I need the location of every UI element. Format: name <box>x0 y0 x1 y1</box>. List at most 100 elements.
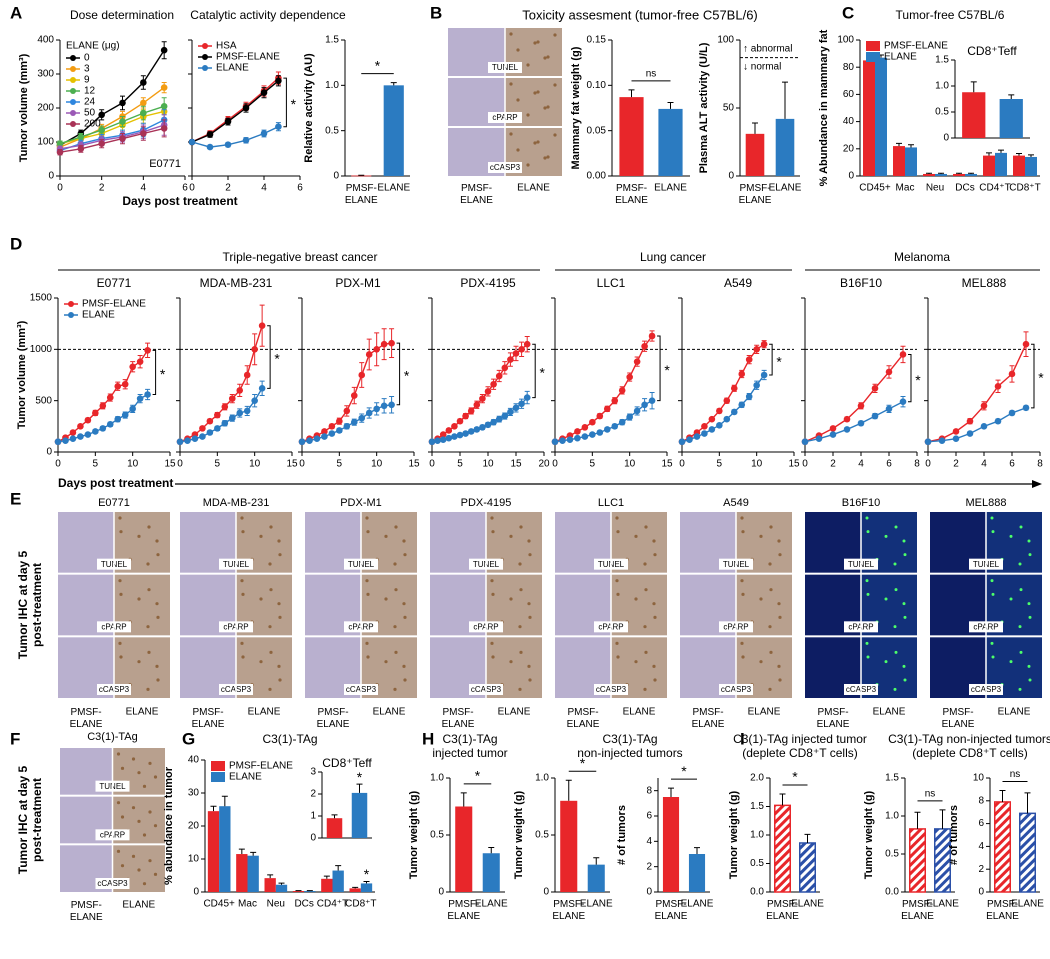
chart-title: Catalytic activity dependence <box>190 8 346 22</box>
y-tick-label: 1.0 <box>750 830 764 841</box>
stain <box>653 553 657 557</box>
point <box>678 438 686 446</box>
stain <box>634 534 638 538</box>
y-tick-label: 0 <box>978 887 984 898</box>
label: A <box>10 3 22 22</box>
point <box>206 429 214 436</box>
point <box>596 412 604 420</box>
signal <box>1027 664 1031 668</box>
chart-title: C3(1)-TAg <box>442 732 497 746</box>
stain <box>277 602 281 606</box>
error-bar <box>782 81 788 119</box>
point <box>365 409 373 417</box>
bar <box>219 806 231 892</box>
point <box>938 437 946 445</box>
point <box>224 118 232 125</box>
signal <box>866 655 870 659</box>
category-label: PMSF-ELANE <box>447 899 480 922</box>
bar <box>321 878 333 892</box>
point <box>716 422 723 429</box>
point <box>434 437 441 445</box>
signal <box>1028 678 1032 682</box>
point <box>551 438 559 446</box>
series-line <box>59 110 165 145</box>
bar <box>935 173 947 176</box>
significance: * <box>357 769 363 785</box>
x-tick-label: 6 <box>182 183 188 194</box>
bar <box>799 842 816 893</box>
image-title: B16F10 <box>842 497 881 509</box>
stain <box>509 660 513 664</box>
y-tick-label: 0 <box>48 171 54 182</box>
y-tick-label: 300 <box>37 69 54 80</box>
y-tick-label: 40 <box>188 755 200 766</box>
point <box>214 425 221 432</box>
point <box>54 438 62 446</box>
stain <box>543 156 547 160</box>
legend-marker <box>202 65 208 71</box>
stain <box>268 625 272 629</box>
point <box>77 423 84 430</box>
stain <box>137 534 141 538</box>
stain <box>403 615 407 619</box>
point <box>467 428 475 435</box>
point <box>380 402 388 410</box>
x-tick-label: 2 <box>99 183 105 194</box>
error-bar <box>488 847 495 854</box>
bar <box>983 155 995 176</box>
signal <box>884 534 888 538</box>
y-tick-label: 0.15 <box>587 35 607 46</box>
column-label: PMSF-ELANE <box>817 707 850 730</box>
stain <box>119 655 123 659</box>
point <box>206 417 214 425</box>
y-tick-label: 4 <box>978 841 984 852</box>
point <box>693 433 701 440</box>
category-label: ELANE <box>681 899 714 910</box>
error-bar <box>390 82 397 86</box>
stain <box>527 664 531 668</box>
point <box>298 438 306 446</box>
point <box>140 99 147 107</box>
point <box>321 428 328 435</box>
point <box>129 363 136 371</box>
stain <box>768 562 772 566</box>
point <box>994 417 1002 425</box>
x-tick-label: 2 <box>953 459 959 470</box>
point <box>99 402 107 410</box>
image-title: PDX-4195 <box>461 497 512 509</box>
bar <box>304 891 316 892</box>
label: I <box>740 729 745 748</box>
point <box>328 430 336 437</box>
stain <box>155 539 159 543</box>
y-tick-label: 4 <box>646 836 652 847</box>
stain <box>653 678 657 682</box>
point <box>603 405 611 413</box>
legend-marker <box>68 312 74 318</box>
stain <box>402 602 406 606</box>
significance-bracket <box>769 343 773 376</box>
point <box>980 402 988 410</box>
bar <box>207 811 220 892</box>
stain <box>155 664 159 668</box>
x-tick-label: 2 <box>830 459 836 470</box>
point <box>566 436 574 443</box>
bar <box>332 870 344 892</box>
point <box>321 433 328 440</box>
point <box>1008 370 1016 378</box>
category-label: PMSF-ELANE <box>766 899 799 922</box>
signal <box>990 516 994 520</box>
point <box>857 419 865 427</box>
point <box>373 346 380 353</box>
point <box>140 130 147 137</box>
point <box>462 412 469 420</box>
stain <box>536 140 540 144</box>
bar <box>909 828 926 893</box>
error-bar <box>914 811 921 829</box>
column-label: ELANE <box>873 707 906 718</box>
point <box>243 371 251 379</box>
stain <box>156 615 160 619</box>
legend-swatch <box>866 41 880 51</box>
point <box>518 400 525 408</box>
